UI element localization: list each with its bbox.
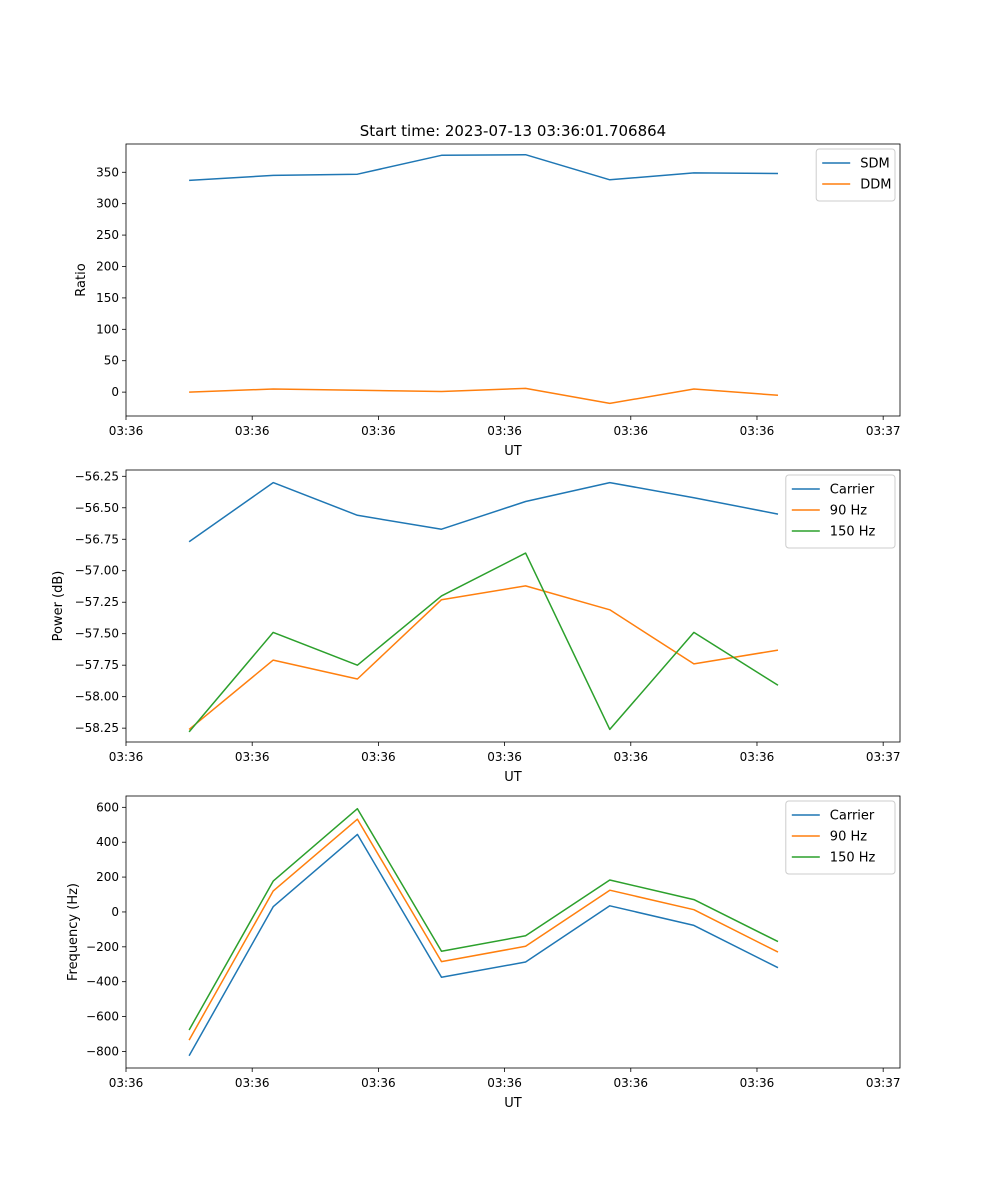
x-tick-label: 03:36 xyxy=(613,424,648,438)
x-tick-label: 03:36 xyxy=(361,750,396,764)
y-tick-label: −57.25 xyxy=(75,595,119,609)
legend-label: SDM xyxy=(860,157,889,172)
y-tick-label: 200 xyxy=(96,259,119,273)
x-tick-label: 03:36 xyxy=(361,1076,396,1090)
x-axis-label: UT xyxy=(504,770,522,785)
y-tick-label: 250 xyxy=(96,228,119,242)
y-tick-label: 50 xyxy=(104,354,119,368)
legend-label: 90 Hz xyxy=(830,830,867,845)
x-tick-label: 03:36 xyxy=(613,1076,648,1090)
axes-frame xyxy=(125,795,901,1069)
x-tick-label: 03:36 xyxy=(361,424,396,438)
y-tick-label: 600 xyxy=(96,800,119,814)
y-tick-label: 0 xyxy=(111,385,119,399)
y-tick-label: −57.75 xyxy=(75,658,119,672)
x-tick-label: 03:36 xyxy=(487,750,522,764)
y-tick-label: 200 xyxy=(96,870,119,884)
series-line-carrier xyxy=(188,481,779,543)
legend-label: DDM xyxy=(860,178,891,193)
y-tick-label: −58.00 xyxy=(75,690,119,704)
y-tick-label: 300 xyxy=(96,197,119,211)
x-axis-label: UT xyxy=(504,444,522,459)
x-tick-label: 03:36 xyxy=(235,1076,270,1090)
y-axis-label: Frequency (Hz) xyxy=(66,883,81,981)
x-tick-label: 03:36 xyxy=(235,424,270,438)
y-tick-label: −200 xyxy=(86,940,119,954)
y-tick-label: −56.25 xyxy=(75,469,119,483)
y-tick-label: −56.50 xyxy=(75,501,119,515)
y-axis-label: Power (dB) xyxy=(51,571,66,642)
legend-label: Carrier xyxy=(830,809,875,824)
y-tick-label: −600 xyxy=(86,1010,119,1024)
ratio-plot: 03:36 03:36 03:36 03:36 03:36 03:36 03:37 0 50 10… xyxy=(74,143,901,459)
legend-label: 150 Hz xyxy=(830,851,876,866)
x-tick-label: 03:36 xyxy=(487,1076,522,1090)
y-tick-label: 100 xyxy=(96,322,119,336)
series-line-150-hz xyxy=(188,552,779,733)
y-tick-label: 400 xyxy=(96,835,119,849)
x-tick-label: 03:36 xyxy=(109,1076,144,1090)
x-tick-label: 03:36 xyxy=(109,750,144,764)
series-line-ddm xyxy=(189,387,779,405)
series-line-90-hz xyxy=(188,585,779,730)
y-tick-label: −56.75 xyxy=(75,532,119,546)
y-tick-label: −400 xyxy=(86,975,119,989)
axes-frame xyxy=(125,143,901,417)
x-tick-label: 03:36 xyxy=(487,424,522,438)
x-tick-label: 03:36 xyxy=(235,750,270,764)
x-tick-label: 03:37 xyxy=(866,1076,901,1090)
legend-box xyxy=(815,148,896,202)
y-tick-label: −57.00 xyxy=(75,564,119,578)
y-tick-label: −57.50 xyxy=(75,627,119,641)
series-line-90-hz xyxy=(188,818,779,1041)
x-tick-label: 03:36 xyxy=(109,424,144,438)
x-tick-label: 03:37 xyxy=(866,750,901,764)
x-tick-label: 03:36 xyxy=(740,750,775,764)
y-tick-label: 350 xyxy=(96,165,119,179)
axes-frame xyxy=(125,469,901,743)
power-plot: 03:36 03:36 03:36 03:36 03:36 03:36 03:37 −58.2… xyxy=(51,469,901,785)
x-tick-label: 03:36 xyxy=(613,750,648,764)
legend-label: Carrier xyxy=(830,483,875,498)
legend-box xyxy=(785,800,896,875)
legend-box xyxy=(785,474,896,549)
figure-title: Start time: 2023-07-13 03:36:01.706864 xyxy=(360,122,666,140)
y-tick-label: −58.25 xyxy=(75,721,119,735)
x-tick-label: 03:36 xyxy=(740,424,775,438)
y-tick-label: −800 xyxy=(86,1044,119,1058)
x-tick-label: 03:37 xyxy=(866,424,901,438)
series-line-carrier xyxy=(188,833,779,1057)
frequency-plot: 03:36 03:36 03:36 03:36 03:36 03:36 03:37 −800 −… xyxy=(66,795,901,1111)
x-axis-label: UT xyxy=(504,1096,522,1111)
y-tick-label: 150 xyxy=(96,291,119,305)
series-line-150-hz xyxy=(188,807,779,1031)
legend-label: 150 Hz xyxy=(830,525,876,540)
legend-label: 90 Hz xyxy=(830,504,867,519)
y-axis-label: Ratio xyxy=(74,263,89,296)
x-tick-label: 03:36 xyxy=(740,1076,775,1090)
y-tick-label: 0 xyxy=(111,905,119,919)
series-line-sdm xyxy=(189,153,779,182)
